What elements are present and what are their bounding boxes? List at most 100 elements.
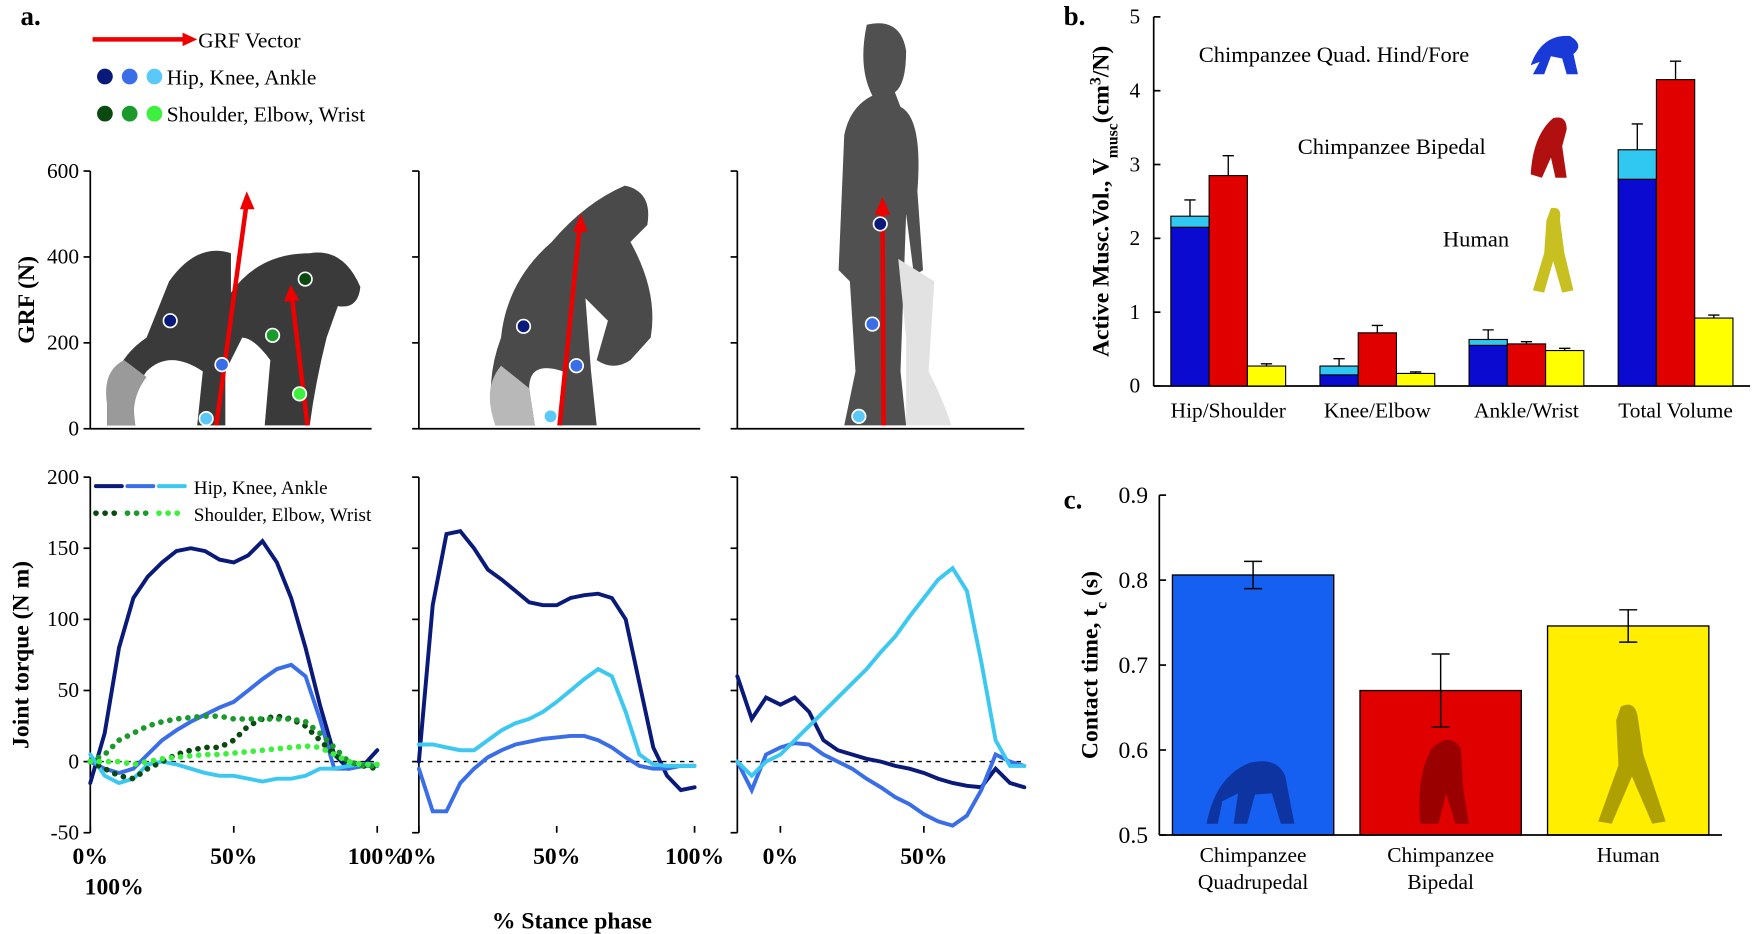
legend-dot [97,69,113,85]
x-tick-label-line: Human [1597,843,1660,867]
bar-segment [1656,80,1694,386]
human-illustration [839,23,952,425]
ankle-joint [544,410,558,424]
y-axis-title: Joint torque (N m) [8,561,34,749]
x-tick-label: Chimpanzee Bipedal [1387,843,1494,894]
x-tick-label: 0% [73,844,108,870]
x-axis-title: % Stance phase [492,908,652,934]
error-bar [1184,200,1195,216]
x-tick-label: 50% [533,844,580,870]
knee-joint [215,358,229,372]
hip-joint [873,217,887,231]
error-bar [1333,359,1344,366]
x-tick-label: 50% [900,844,947,870]
y-axis-title-part: (s) [1077,571,1103,602]
bar-segment [1618,179,1656,386]
y-axis-title-part: /N) [1089,46,1115,78]
x-tick-label: Ankle/Wrist [1474,398,1579,422]
y-tick-label: 0.5 [1119,823,1149,849]
legend-dot [147,106,163,122]
x-tick-label: Human [1597,843,1660,867]
y-tick-label: 0 [1130,374,1141,398]
bipedal-icon [1531,118,1567,178]
ankle-joint [852,410,866,424]
legend-dot [147,69,163,85]
human-icon [1533,208,1574,293]
x-tick-label: 50% [210,844,257,870]
y-axis-title-part: Contact time, t [1077,609,1103,759]
y-tick-label: 200 [47,331,79,355]
grf-arrow [883,208,884,425]
quadrupedal-chimpanzee-illustration [106,251,360,426]
y-axis-title-part: musc [1104,123,1121,158]
legend-label: Shoulder, Elbow, Wrist [167,103,365,127]
panel-label: b. [1064,1,1086,31]
y-axis-title: GRF (N) [14,256,40,344]
y-axis-title-part: (cm [1089,85,1115,123]
grf-arrow-head [240,191,255,209]
bar-segment [1171,216,1209,227]
bar-segment [1358,333,1396,386]
legend-label: Chimpanzee Bipedal [1298,134,1486,159]
error-bar [1223,156,1234,176]
x-tick-label: Hip/Shoulder [1171,398,1286,422]
error-bar [1372,325,1383,332]
silhouette [107,251,360,426]
x-tick-label: 0% [401,844,436,870]
y-tick-label: 2 [1130,226,1141,250]
x-tick-label: 0% [763,844,798,870]
x-tick-label-line: Bipedal [1407,870,1474,894]
y-axis-title-part: Active Musc.Vol., V [1089,158,1115,357]
y-tick-label: 0.6 [1119,738,1149,764]
y-tick-label: 400 [47,245,79,269]
legend-icons [1531,36,1579,293]
bar-segment [1469,345,1507,386]
x-tick-label: Total Volume [1618,398,1733,422]
bar-segment [1396,373,1434,386]
y-tick-label: 1 [1130,300,1141,324]
bar-segment [1209,176,1247,386]
bar-segment [1320,366,1358,375]
x-tick-label: 100% [348,844,407,870]
y-tick-label: 0.7 [1119,653,1149,679]
bar-segment [1507,344,1545,386]
bar-segment [1546,351,1584,386]
error-bar [1632,124,1643,150]
bar-segment [1618,150,1656,180]
y-tick-label: 0 [68,749,79,773]
legend-dot [97,106,113,122]
legend-label: Chimpanzee Quad. Hind/Fore [1199,42,1470,67]
bar-segment [1695,318,1733,386]
x-tick-label: Knee/Elbow [1324,398,1431,422]
annotation: 100% [85,875,144,901]
ankle-joint [199,412,213,426]
y-tick-label: 50 [58,678,79,702]
x-tick-label-line: Chimpanzee [1387,843,1494,867]
bar-segment [1247,366,1285,386]
legend-dot [122,106,138,122]
knee-joint [570,359,584,373]
x-tick-label: 100% [665,844,724,870]
y-tick-label: -50 [51,820,80,844]
y-tick-label: 5 [1130,5,1141,29]
error-bar [1670,61,1681,79]
quadrupedal-icon [1531,36,1579,74]
y-axis-title: Active Musc.Vol., Vmusc(cm3/N) [1087,46,1121,357]
wrist-joint [293,387,307,401]
legend-label: Shoulder, Elbow, Wrist [194,505,372,526]
x-tick-label-line: Quadrupedal [1198,870,1308,894]
legend-label: GRF Vector [198,28,300,52]
legend-label: Hip, Knee, Ankle [194,478,328,499]
hip-joint [517,320,531,334]
legend-label: Hip, Knee, Ankle [167,65,317,89]
shoulder-joint [298,272,312,286]
bar-segment [1171,227,1209,386]
y-axis-title: Contact time, tc (s) [1077,571,1110,759]
silhouette-shade [898,259,951,426]
y-tick-label: 600 [47,159,79,183]
error-bar [1483,330,1494,340]
y-tick-label: 4 [1130,78,1141,102]
y-axis-title-part: 3 [1087,77,1104,85]
y-tick-label: 0.8 [1119,568,1149,594]
x-tick-label-line: Chimpanzee [1200,843,1307,867]
